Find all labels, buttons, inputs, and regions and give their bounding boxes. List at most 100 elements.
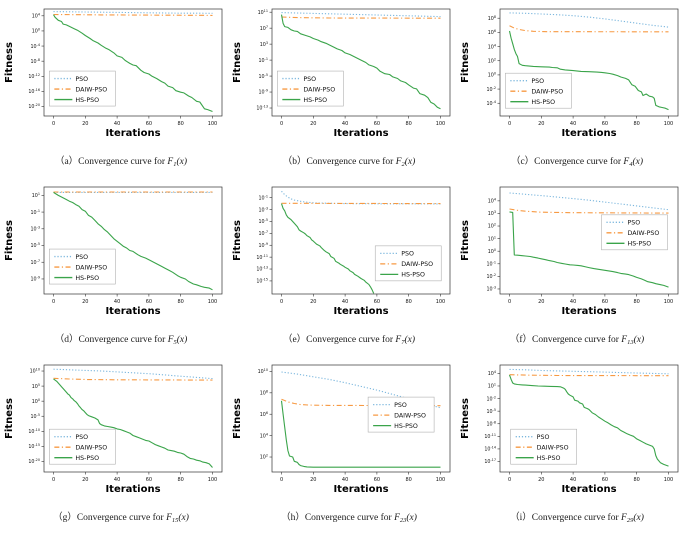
svg-text:20: 20 xyxy=(82,299,88,305)
svg-text:DAIW-PSO: DAIW-PSO xyxy=(75,86,107,93)
caption-fn-arg: (x) xyxy=(404,157,416,167)
svg-text:Iterations: Iterations xyxy=(105,128,160,139)
svg-text:80: 80 xyxy=(177,477,183,483)
caption-fn: F xyxy=(166,513,172,523)
svg-text:80: 80 xyxy=(177,121,183,127)
svg-text:10-2: 10-2 xyxy=(487,86,497,93)
svg-text:102: 102 xyxy=(488,57,496,64)
svg-text:80: 80 xyxy=(405,121,411,127)
svg-text:10-1: 10-1 xyxy=(31,209,41,216)
svg-text:HS-PSO: HS-PSO xyxy=(75,275,99,282)
svg-text:10-16: 10-16 xyxy=(28,88,40,95)
caption-fn-sub: 2 xyxy=(401,161,405,168)
svg-text:PSO: PSO xyxy=(75,254,88,261)
svg-text:20: 20 xyxy=(82,121,88,127)
svg-text:100: 100 xyxy=(32,28,40,35)
svg-text:100: 100 xyxy=(208,121,218,127)
svg-text:100: 100 xyxy=(664,477,674,483)
chart-b-caption: （b）Convergence curve for F2(x) xyxy=(283,153,416,168)
caption-fn: F xyxy=(395,335,402,345)
svg-text:DAIW-PSO: DAIW-PSO xyxy=(75,444,107,451)
svg-text:80: 80 xyxy=(405,477,411,483)
svg-text:100: 100 xyxy=(488,72,496,79)
svg-text:100: 100 xyxy=(664,299,674,305)
svg-text:104: 104 xyxy=(488,370,496,377)
svg-text:Fitness: Fitness xyxy=(4,398,15,439)
svg-text:60: 60 xyxy=(602,299,608,305)
svg-text:80: 80 xyxy=(405,299,411,305)
svg-text:HS-PSO: HS-PSO xyxy=(394,423,418,430)
svg-text:10-15: 10-15 xyxy=(28,443,40,450)
svg-text:DAIW-PSO: DAIW-PSO xyxy=(394,412,426,419)
svg-text:0: 0 xyxy=(52,121,55,127)
chart-g-plot: 1010 105 100 10-5 10-10 10-15 10-20 0 20 40 60 80 10… xyxy=(4,364,223,495)
caption-fn: F xyxy=(395,157,402,167)
svg-text:10-10: 10-10 xyxy=(28,428,40,435)
svg-text:PSO: PSO xyxy=(75,76,88,83)
caption-text: （g）Convergence curve for xyxy=(53,513,167,523)
svg-text:PSO: PSO xyxy=(303,76,316,83)
svg-text:10-4: 10-4 xyxy=(487,100,497,107)
chart-c: 108 106 104 102 100 10-2 10-4 0 20 40 60 80 100 Itera… xyxy=(456,0,684,178)
svg-text:106: 106 xyxy=(488,29,496,36)
svg-text:60: 60 xyxy=(146,477,152,483)
caption-fn-sub: 1 xyxy=(173,161,177,168)
svg-text:10-9: 10-9 xyxy=(259,89,269,96)
svg-text:10-5: 10-5 xyxy=(487,408,497,415)
chart-g: 1010 105 100 10-5 10-10 10-15 10-20 0 20 40 60 80 10… xyxy=(0,356,228,533)
svg-text:40: 40 xyxy=(570,121,576,127)
svg-text:102: 102 xyxy=(260,454,268,461)
svg-text:60: 60 xyxy=(374,477,380,483)
chart-a-plot: 104 100 10-4 10-8 10-12 10-16 10-20 0 20 40 60 80 10… xyxy=(4,8,223,139)
caption-fn: F xyxy=(623,157,630,167)
svg-text:40: 40 xyxy=(114,477,120,483)
svg-text:40: 40 xyxy=(342,121,348,127)
svg-text:40: 40 xyxy=(114,299,120,305)
svg-text:10-12: 10-12 xyxy=(28,73,40,80)
svg-text:10-3: 10-3 xyxy=(31,225,41,232)
svg-text:80: 80 xyxy=(633,121,639,127)
svg-text:103: 103 xyxy=(488,210,496,217)
svg-text:10-7: 10-7 xyxy=(259,230,269,237)
caption-fn-sub: 13 xyxy=(627,339,634,346)
svg-text:60: 60 xyxy=(602,477,608,483)
caption-fn-arg: (x) xyxy=(176,335,188,345)
svg-text:PSO: PSO xyxy=(394,402,407,409)
svg-text:60: 60 xyxy=(602,121,608,127)
caption-fn-sub: 5 xyxy=(173,339,177,346)
svg-text:40: 40 xyxy=(342,477,348,483)
svg-text:DAIW-PSO: DAIW-PSO xyxy=(627,230,659,237)
chart-e-plot: 10-1 10-3 10-5 10-7 10-9 10-11 10-13 10-15 0 20 40… xyxy=(232,186,451,317)
svg-text:10-17: 10-17 xyxy=(484,458,496,465)
caption-fn-arg: (x) xyxy=(632,157,644,167)
svg-text:101: 101 xyxy=(488,235,496,242)
svg-text:PSO: PSO xyxy=(531,78,544,85)
caption-fn-sub: 4 xyxy=(629,161,633,168)
caption-fn-arg: (x) xyxy=(633,335,645,345)
svg-text:100: 100 xyxy=(488,248,496,255)
svg-text:10-11: 10-11 xyxy=(256,254,268,261)
svg-text:Iterations: Iterations xyxy=(333,484,388,495)
svg-text:HS-PSO: HS-PSO xyxy=(401,272,425,279)
caption-fn: F xyxy=(621,513,627,523)
svg-text:20: 20 xyxy=(310,121,316,127)
svg-text:Iterations: Iterations xyxy=(561,128,616,139)
svg-text:10-14: 10-14 xyxy=(484,446,496,453)
svg-text:100: 100 xyxy=(208,299,218,305)
svg-text:40: 40 xyxy=(114,121,120,127)
svg-text:80: 80 xyxy=(633,477,639,483)
caption-text: （h）Convergence curve for xyxy=(281,513,395,523)
chart-f-plot: 104 103 102 101 100 10-1 10-2 10-3 0 20 40 60 80 100 I… xyxy=(460,186,679,317)
svg-text:107: 107 xyxy=(260,25,268,32)
svg-text:100: 100 xyxy=(208,477,218,483)
svg-text:DAIW-PSO: DAIW-PSO xyxy=(537,444,569,451)
svg-text:40: 40 xyxy=(570,477,576,483)
svg-text:10-8: 10-8 xyxy=(31,58,41,65)
svg-text:20: 20 xyxy=(310,477,316,483)
svg-text:10-20: 10-20 xyxy=(28,103,40,110)
svg-text:HS-PSO: HS-PSO xyxy=(627,241,651,248)
svg-text:10-4: 10-4 xyxy=(31,43,41,50)
caption-fn-arg: (x) xyxy=(404,335,416,345)
svg-text:Iterations: Iterations xyxy=(105,306,160,317)
